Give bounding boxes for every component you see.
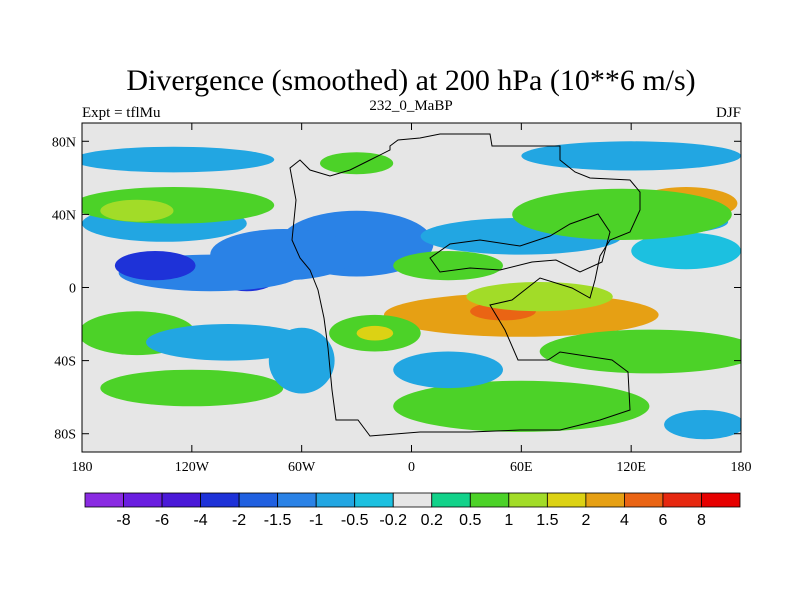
contour-region (100, 369, 284, 407)
colorbar-swatch (546, 492, 587, 508)
colorbar-label: -8 (116, 512, 130, 529)
contour-region (82, 187, 275, 224)
colorbar-label: 8 (697, 512, 706, 529)
contour-region (521, 141, 741, 171)
contour-region (146, 324, 311, 361)
contour-region (664, 410, 741, 440)
colorbar-label: -4 (193, 512, 207, 529)
contour-region (268, 327, 335, 394)
colorbar-label: -1.5 (264, 512, 292, 529)
map-panel (82, 123, 741, 452)
colorbar-swatch (701, 492, 741, 508)
contour-region (466, 282, 613, 312)
colorbar-swatch (161, 492, 201, 508)
contour-region (393, 251, 503, 281)
colorbar-swatch (624, 492, 664, 508)
colorbar-swatch (585, 492, 625, 508)
colorbar-swatch (200, 492, 240, 508)
y-tick-label: 40S (54, 355, 76, 370)
colorbar-swatch (354, 492, 394, 508)
colorbar-label: 4 (620, 512, 629, 529)
y-tick-label: 80N (52, 135, 76, 150)
colorbar-label: 0.2 (421, 512, 443, 529)
contour-region (320, 152, 394, 175)
colorbar-swatch (84, 492, 124, 508)
y-axis: 80N 40N 0 40S 80S (52, 135, 741, 443)
colorbar-label: 1.5 (536, 512, 558, 529)
x-tick-label: 180 (72, 460, 93, 475)
contour-fills (82, 141, 741, 440)
x-tick-label: 180 (731, 460, 752, 475)
x-tick-label: 120E (616, 460, 646, 475)
asia-coastline-outline (429, 213, 611, 273)
experiment-label: Expt = tflMu (82, 105, 161, 121)
colorbar-swatch (431, 492, 471, 508)
x-tick-label: 60W (288, 460, 316, 475)
colorbar-label: -6 (155, 512, 169, 529)
colorbar-label: -0.2 (379, 512, 407, 529)
contour-region (356, 325, 394, 341)
x-axis: 180 120W 60W 0 60E 120E 180 (72, 123, 752, 475)
season-label: DJF (716, 105, 741, 121)
x-tick-label: 120W (175, 460, 210, 475)
colorbar-label: 0.5 (459, 512, 481, 529)
colorbar-label: 6 (658, 512, 667, 529)
y-tick-label: 0 (69, 282, 76, 297)
contour-region (539, 329, 741, 374)
x-tick-label: 0 (408, 460, 415, 475)
contour-region (100, 199, 174, 222)
contour-region (631, 232, 741, 270)
contour-region (393, 351, 503, 389)
colorbar-swatch (123, 492, 163, 508)
run-label: 232_0_MaBP (369, 98, 452, 114)
y-tick-label: 80S (54, 428, 76, 443)
colorbar-label: -0.5 (341, 512, 369, 529)
colorbar-swatch (469, 492, 510, 508)
colorbar-swatch (662, 492, 702, 508)
contour-region (512, 188, 732, 240)
colorbar-swatch (315, 492, 356, 508)
contour-region (114, 251, 196, 281)
x-tick-label: 60E (510, 460, 533, 475)
colorbar-swatch (508, 492, 548, 508)
contour-region (82, 146, 275, 173)
colorbar-swatch (277, 492, 317, 508)
colorbar-label: -1 (309, 512, 323, 529)
chart-title: Divergence (smoothed) at 200 hPa (10**6 … (126, 64, 695, 97)
colorbar-swatch (238, 492, 279, 508)
colorbar-label: 1 (504, 512, 513, 529)
colorbar-label: -2 (232, 512, 246, 529)
colorbar-label: 2 (581, 512, 590, 529)
colorbar-swatch (392, 492, 433, 508)
contour-region (393, 380, 650, 432)
colorbar: -8 -6 -4 -2 -1.5 -1 -0.5 -0.2 0.2 0.5 1 1.5 2 4 6 8 (84, 492, 741, 529)
y-tick-label: 40N (52, 208, 76, 223)
africa-coastline-outline (289, 133, 641, 437)
